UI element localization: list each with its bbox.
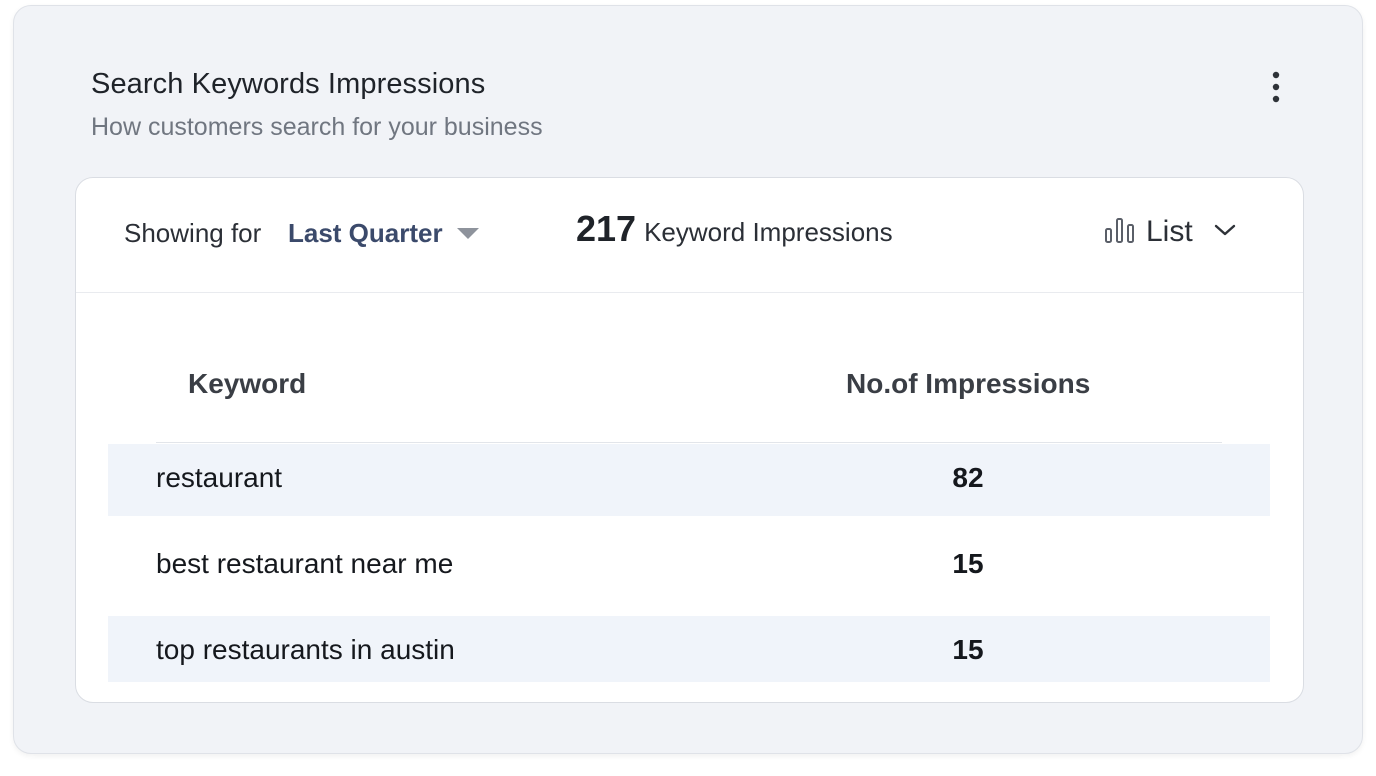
widget-title: Search Keywords Impressions: [91, 68, 486, 100]
total-label: Keyword Impressions: [644, 217, 893, 247]
showing-for-label: Showing for: [124, 218, 262, 248]
view-dropdown[interactable]: List: [1104, 212, 1237, 252]
total-count: 217: [576, 208, 637, 249]
column-header-keyword: Keyword: [188, 368, 307, 399]
chevron-down-icon: [1213, 222, 1237, 243]
caret-down-icon: [456, 227, 479, 239]
bar-chart-icon: [1104, 216, 1136, 249]
kebab-vertical-icon[interactable]: [1263, 70, 1289, 104]
period-value: Last Quarter: [288, 217, 443, 248]
keyword-cell: best restaurant near me: [156, 548, 454, 579]
table-row: best restaurant near me 15: [108, 530, 1270, 602]
table-row: restaurant 82: [108, 444, 1270, 516]
column-header-impressions: No.of Impressions: [846, 368, 1091, 399]
total-impressions: 217 Keyword Impressions: [576, 208, 893, 250]
widget-subtitle: How customers search for your business: [91, 113, 543, 141]
keyword-cell: restaurant: [156, 462, 283, 493]
keyword-cell: top restaurants in austin: [156, 634, 455, 665]
panel-toolbar: Showing for Last Quarter 217 Keyword Imp…: [76, 178, 1303, 293]
table-header: Keyword No.of Impressions: [108, 368, 1270, 408]
impressions-cell: 82: [952, 462, 984, 493]
period-dropdown[interactable]: Last Quarter: [288, 216, 479, 250]
keywords-panel: Showing for Last Quarter 217 Keyword Imp…: [75, 177, 1304, 703]
table-row: top restaurants in austin 15: [108, 616, 1270, 682]
header-divider: [156, 442, 1222, 443]
search-keywords-widget: Search Keywords Impressions How customer…: [13, 5, 1363, 754]
impressions-cell: 15: [952, 634, 984, 665]
view-label: List: [1146, 215, 1193, 248]
impressions-cell: 15: [952, 548, 984, 579]
